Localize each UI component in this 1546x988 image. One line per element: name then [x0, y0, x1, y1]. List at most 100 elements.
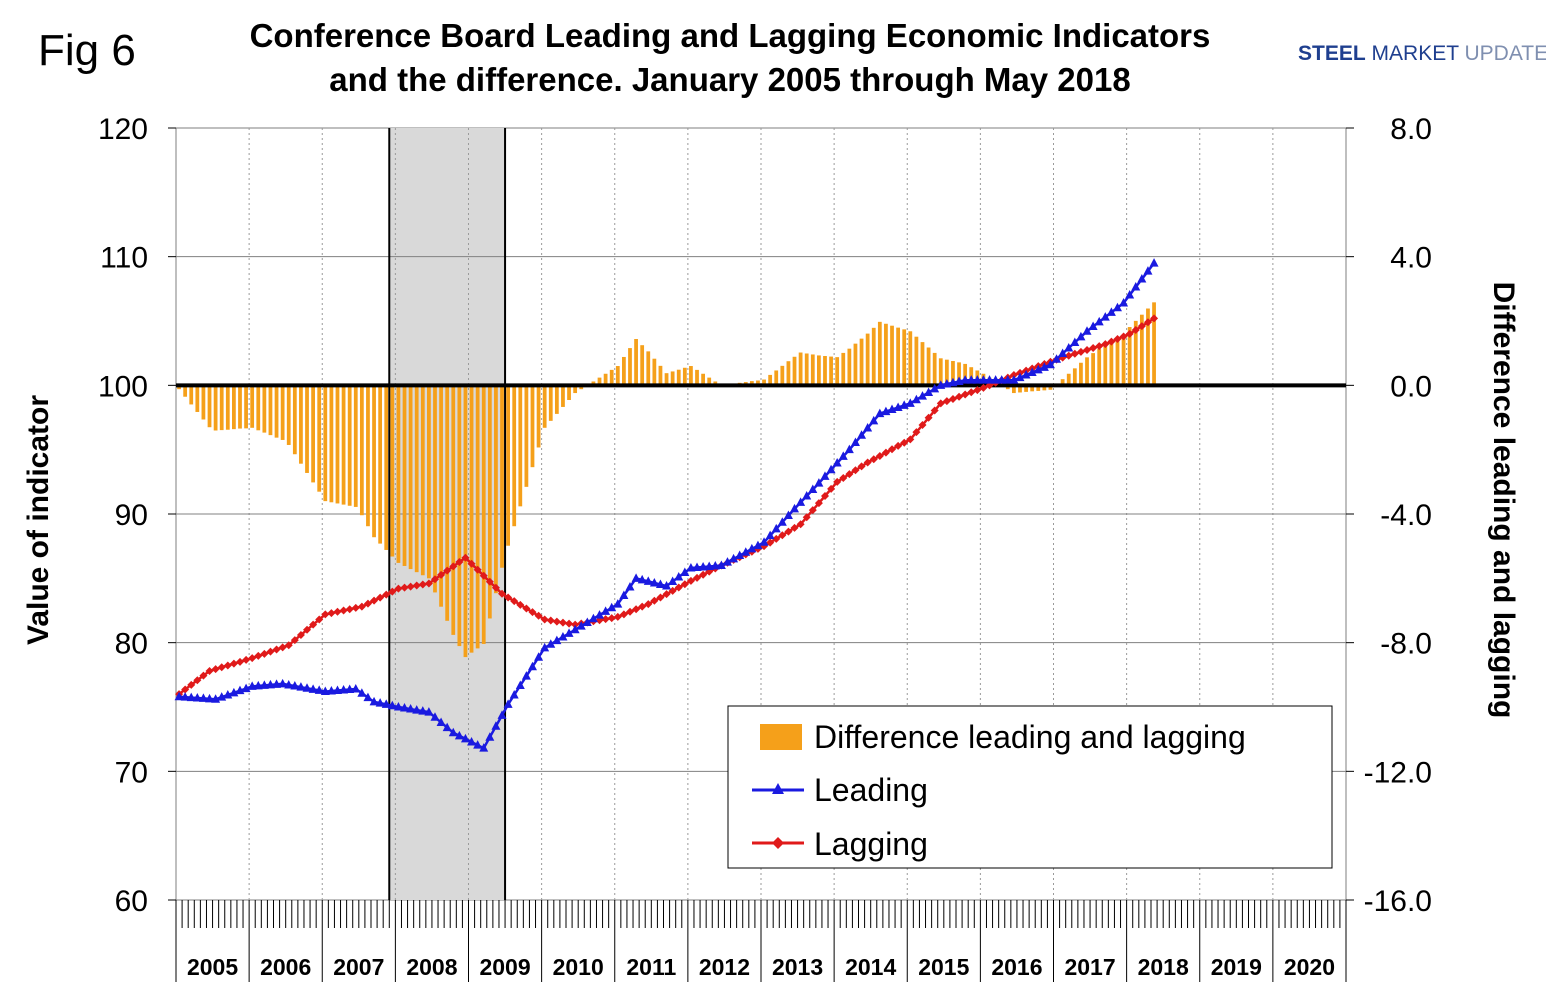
difference-bar	[1146, 308, 1150, 386]
leading-point	[1082, 326, 1092, 335]
lagging-point	[248, 654, 257, 663]
difference-bar	[1066, 373, 1071, 386]
leading-point	[674, 572, 684, 581]
difference-bar	[963, 363, 968, 386]
leading-point	[436, 717, 446, 726]
leading-point	[698, 562, 708, 571]
leading-point	[1021, 370, 1031, 379]
leading-point	[1015, 372, 1025, 382]
year-label-2019: 2019	[1211, 954, 1262, 980]
difference-bar	[457, 385, 462, 647]
lagging-point	[851, 466, 860, 475]
difference-bar	[798, 352, 803, 386]
year-label-2006: 2006	[260, 954, 311, 980]
difference-bar	[433, 385, 437, 593]
lagging-point	[1137, 322, 1146, 331]
difference-bar	[341, 385, 346, 505]
leading-point	[241, 683, 251, 693]
lagging-point	[242, 655, 251, 664]
difference-bar	[786, 361, 791, 386]
difference-bar	[1091, 353, 1095, 386]
lagging-point	[942, 397, 951, 406]
leading-point	[722, 557, 732, 566]
lagging-point	[443, 566, 452, 575]
legend-label: Difference leading and lagging	[814, 719, 1246, 755]
difference-bar	[396, 385, 401, 563]
leading-point	[692, 562, 702, 572]
leading-point	[290, 681, 300, 690]
difference-bar	[944, 359, 949, 386]
lagging-point	[638, 602, 647, 611]
leading-point	[534, 652, 544, 661]
difference-bar	[1060, 379, 1065, 386]
difference-bar	[232, 385, 236, 430]
difference-bar	[524, 385, 529, 487]
difference-bar	[890, 325, 894, 386]
leading-point	[278, 678, 288, 688]
difference-bar	[1121, 335, 1126, 386]
difference-bar	[932, 352, 937, 386]
leading-point	[662, 581, 672, 590]
leading-point	[619, 590, 629, 599]
leading-point	[174, 691, 184, 701]
difference-bar	[1012, 385, 1016, 394]
lagging-point	[516, 600, 525, 609]
leading-point	[558, 632, 568, 641]
year-label-2015: 2015	[918, 954, 969, 980]
leading-point	[515, 680, 525, 690]
lagging-point	[351, 603, 360, 612]
lagging-point	[979, 383, 988, 392]
leading-point	[424, 707, 434, 716]
difference-bar	[701, 373, 705, 386]
year-label-2009: 2009	[479, 954, 530, 980]
leading-point	[668, 576, 678, 586]
difference-bar	[573, 385, 578, 394]
lagging-point	[686, 576, 695, 585]
leading-point	[1094, 316, 1104, 326]
leading-point	[229, 687, 239, 697]
leading-point	[796, 497, 806, 506]
lagging-point	[924, 413, 933, 422]
difference-bar	[225, 385, 230, 430]
difference-bar	[792, 356, 797, 386]
lagging-point	[863, 458, 872, 467]
leading-point	[265, 679, 275, 689]
leading-point	[326, 686, 336, 695]
legend-marker-leading	[772, 783, 784, 794]
difference-bar	[329, 385, 334, 503]
leading-point	[186, 692, 196, 702]
lagging-point	[345, 605, 354, 614]
difference-bar	[835, 357, 840, 386]
leading-point	[467, 736, 477, 746]
lagging-point	[650, 596, 659, 605]
leading-point	[625, 581, 635, 591]
difference-bar	[372, 385, 376, 538]
difference-bar	[420, 385, 425, 576]
year-label-2010: 2010	[553, 954, 604, 980]
leading-point	[1045, 359, 1055, 369]
lagging-point	[235, 657, 244, 666]
leading-point	[1003, 375, 1013, 384]
difference-bar	[1133, 320, 1138, 386]
lagging-point	[363, 599, 372, 608]
lagging-point	[449, 562, 458, 571]
leading-point	[296, 682, 306, 691]
difference-bar	[463, 385, 468, 658]
leading-point	[631, 573, 641, 582]
leading-point	[247, 681, 257, 690]
leading-point	[308, 684, 318, 693]
difference-bar	[1036, 385, 1041, 391]
difference-bar	[762, 379, 766, 386]
lagging-point	[845, 470, 854, 479]
difference-bar	[829, 356, 833, 386]
leading-point	[777, 517, 787, 526]
lagging-point	[565, 619, 574, 628]
leading-point	[192, 692, 202, 702]
leading-point	[771, 523, 781, 533]
leading-point	[863, 423, 873, 432]
left-tick-label: 90	[115, 499, 148, 532]
leading-point	[387, 700, 397, 710]
difference-bar	[256, 385, 261, 431]
lagging-point	[461, 553, 470, 562]
leading-point	[339, 685, 349, 694]
